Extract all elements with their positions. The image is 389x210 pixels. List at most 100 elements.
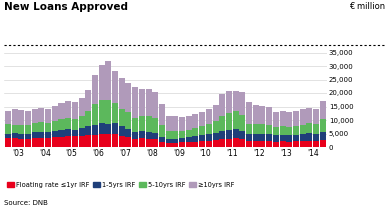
Bar [52,106,58,121]
Bar [159,104,165,125]
Bar [99,100,105,123]
Bar [320,119,326,132]
Bar [259,123,265,134]
Bar [166,116,172,131]
Bar [293,141,299,147]
Bar [219,131,225,139]
Bar [85,126,91,135]
Bar [186,130,192,137]
Bar [286,135,292,142]
Bar [152,118,158,133]
Bar [300,109,306,125]
Bar [239,131,245,139]
Bar [172,139,179,143]
Bar [306,123,312,133]
Bar [320,140,326,147]
Bar [132,133,138,139]
Bar [5,138,11,147]
Bar [166,131,172,139]
Bar [259,134,265,141]
Bar [32,109,38,123]
Bar [126,112,131,129]
Bar [85,90,91,111]
Bar [219,117,225,131]
Bar [119,136,125,147]
Bar [79,136,85,147]
Bar [266,125,272,134]
Bar [286,142,292,147]
Bar [179,138,185,142]
Bar [166,139,172,143]
Bar [280,141,286,147]
Bar [79,128,85,136]
Bar [126,137,131,147]
Bar [12,133,18,138]
Bar [286,112,292,127]
Bar [72,119,78,130]
Bar [253,134,259,141]
Bar [85,111,91,126]
Bar [159,125,165,137]
Bar [226,113,232,130]
Bar [25,111,31,125]
Bar [52,137,58,147]
Bar [246,102,252,123]
Bar [18,125,25,134]
Text: Source: DNB: Source: DNB [4,200,48,206]
Bar [206,109,212,123]
Bar [112,123,118,134]
Bar [280,126,286,135]
Bar [313,141,319,147]
Bar [105,124,111,134]
Bar [313,109,319,124]
Bar [320,132,326,140]
Bar [273,127,279,135]
Bar [193,136,198,142]
Bar [226,130,232,139]
Bar [226,139,232,147]
Bar [172,143,179,147]
Bar [233,138,239,147]
Text: New Loans Approved: New Loans Approved [4,2,128,12]
Bar [112,71,118,103]
Bar [193,142,198,147]
Bar [52,131,58,137]
Bar [85,135,91,147]
Bar [25,134,31,139]
Bar [273,135,279,142]
Bar [126,83,131,112]
Bar [186,116,192,130]
Bar [92,125,98,135]
Bar [193,114,198,128]
Bar [139,138,145,147]
Bar [119,126,125,136]
Bar [45,133,51,138]
Bar [32,138,38,147]
Bar [286,127,292,135]
Bar [172,131,179,139]
Bar [65,118,71,129]
Bar [105,100,111,124]
Bar [79,98,85,116]
Bar [45,109,51,123]
Bar [212,140,219,147]
Bar [186,137,192,142]
Bar [172,116,179,131]
Bar [253,105,259,123]
Bar [145,89,152,116]
Bar [65,101,71,118]
Bar [39,132,44,138]
Bar [126,129,131,137]
Bar [18,134,25,139]
Bar [159,137,165,142]
Bar [72,130,78,136]
Bar [132,139,138,147]
Bar [119,109,125,126]
Bar [219,93,225,117]
Bar [206,123,212,134]
Bar [32,123,38,133]
Bar [72,102,78,119]
Bar [246,123,252,134]
Text: € million: € million [349,2,385,11]
Bar [300,134,306,141]
